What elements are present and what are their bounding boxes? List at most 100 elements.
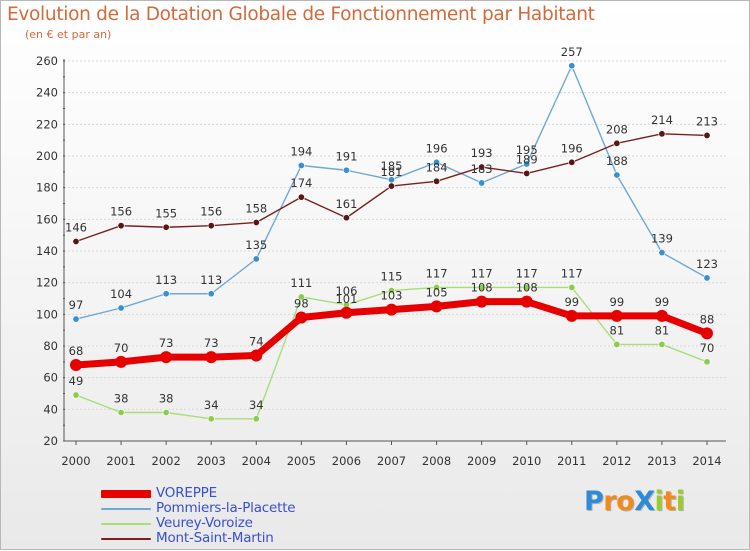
data-label: 99 (610, 295, 625, 309)
data-point (252, 219, 260, 227)
data-label: 104 (110, 287, 132, 301)
data-point (430, 300, 443, 313)
data-point (610, 309, 623, 322)
x-tick-label: 2003 (197, 454, 226, 468)
legend-swatch (101, 523, 151, 525)
data-label: 111 (290, 276, 312, 290)
data-label: 99 (655, 295, 670, 309)
data-point (117, 304, 125, 312)
data-label: 257 (561, 45, 583, 59)
data-point (433, 283, 441, 291)
data-label: 123 (696, 257, 718, 271)
data-point (568, 283, 576, 291)
y-tick-label: 160 (36, 212, 58, 226)
data-labels: 97 104 113 113 135 194 191 185 196 183 195 257 188 13… (65, 45, 718, 412)
y-tick-label: 80 (43, 339, 58, 353)
x-tick-label: 2010 (512, 454, 541, 468)
logo-letter: o (616, 486, 635, 517)
data-point (385, 303, 398, 316)
data-point (658, 340, 666, 348)
data-point (701, 327, 713, 340)
logo-letter: i (654, 486, 664, 517)
data-point (475, 295, 488, 308)
data-label: 68 (69, 344, 84, 358)
logo-letter: i (675, 486, 685, 517)
data-label: 117 (561, 266, 583, 280)
data-point (162, 223, 170, 231)
data-point (478, 179, 486, 187)
data-point (160, 351, 173, 364)
data-point (162, 290, 170, 298)
axes: 20 40 60 80 100 120 140 160 180 200 220 240 260 2000 2… (36, 54, 726, 468)
data-point (433, 158, 441, 166)
legend-swatch (101, 490, 151, 498)
data-point (297, 193, 305, 201)
data-point (250, 349, 263, 362)
data-label: 73 (159, 336, 174, 350)
series-markers (70, 62, 713, 423)
data-label: 115 (381, 270, 403, 284)
data-label: 191 (335, 149, 357, 163)
data-label: 99 (564, 295, 579, 309)
y-tick-label: 40 (43, 402, 58, 416)
data-label: 158 (245, 202, 267, 216)
data-label: 155 (155, 206, 177, 220)
data-label: 181 (381, 165, 403, 179)
x-tick-label: 2007 (377, 454, 406, 468)
data-point (162, 408, 170, 416)
data-label: 214 (651, 113, 673, 127)
data-label: 185 (381, 159, 403, 173)
data-label: 70 (700, 341, 715, 355)
data-point (523, 160, 531, 168)
data-label: 101 (335, 292, 357, 306)
x-tick-label: 2014 (692, 454, 721, 468)
data-point (387, 182, 395, 190)
data-point (297, 162, 305, 170)
data-point (520, 295, 533, 308)
data-point (568, 158, 576, 166)
data-label: 193 (471, 146, 493, 160)
data-label: 81 (610, 323, 625, 337)
grid-lines (64, 60, 726, 442)
data-label: 117 (471, 266, 493, 280)
data-label: 34 (204, 398, 219, 412)
x-tick-label: 2000 (61, 454, 90, 468)
y-tick-label: 200 (36, 149, 58, 163)
data-point (523, 169, 531, 177)
logo-letter: X (634, 486, 655, 517)
data-label: 103 (381, 289, 403, 303)
data-point (703, 358, 711, 366)
data-label: 139 (651, 232, 673, 246)
data-label: 117 (426, 266, 448, 280)
data-point (568, 62, 576, 70)
data-label: 196 (426, 141, 448, 155)
data-point (340, 306, 353, 319)
legend-item: Veurey-Voroize (101, 515, 361, 531)
data-label: 117 (516, 266, 538, 280)
data-label: 106 (335, 284, 357, 298)
data-point (72, 238, 80, 246)
x-tick-label: 2004 (242, 454, 271, 468)
data-label: 189 (516, 152, 538, 166)
data-point (613, 171, 621, 179)
data-point (658, 130, 666, 138)
data-label: 105 (426, 285, 448, 299)
data-point (252, 255, 260, 263)
data-label: 38 (159, 392, 174, 406)
data-point (72, 315, 80, 323)
x-tick-label: 2011 (557, 454, 586, 468)
y-tick-label: 180 (36, 181, 58, 195)
data-point (342, 214, 350, 222)
data-point (342, 166, 350, 174)
y-tick-label: 60 (43, 371, 58, 385)
data-point (117, 408, 125, 416)
data-point (205, 351, 218, 364)
data-label: 74 (249, 335, 264, 349)
data-point (703, 131, 711, 139)
data-point (523, 283, 531, 291)
chart-subtitle: (en € et par an) (25, 28, 112, 41)
data-label: 97 (69, 298, 84, 312)
data-label: 183 (471, 162, 493, 176)
